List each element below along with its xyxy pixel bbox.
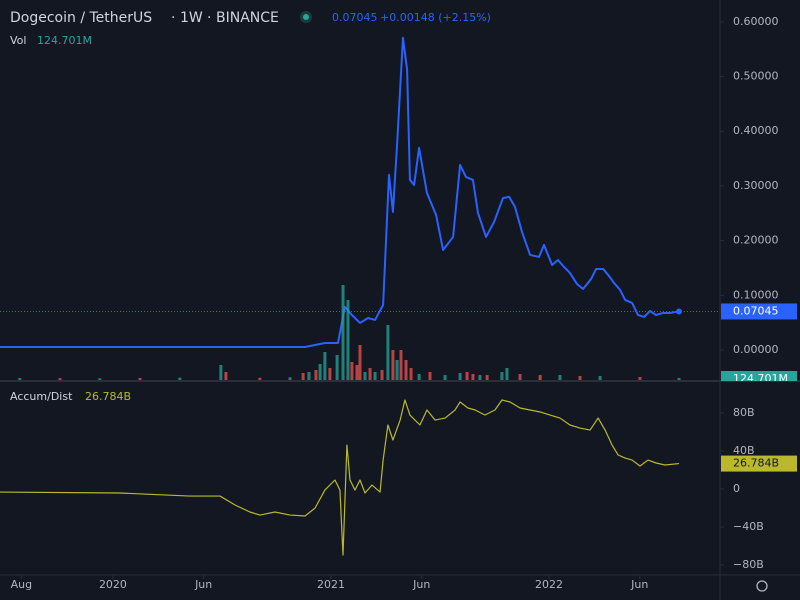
volume-bar [505,368,509,380]
volume-bar [443,375,447,380]
volume-bar [465,372,469,380]
volume-tag-label: 124.701M [733,372,788,385]
x-tick-label: 2022 [535,578,563,591]
volume-bar [363,372,367,380]
volume-bar [219,365,223,380]
volume-bar [350,362,354,380]
y-tick-label: 0.20000 [733,234,779,247]
volume-bar [395,360,399,380]
volume-bar [638,377,642,380]
x-tick-label: Aug [11,578,32,591]
x-tick-label: 2021 [317,578,345,591]
exchange: BINANCE [216,10,279,26]
gear-icon[interactable] [756,580,768,592]
volume-tag [721,371,797,381]
volume-bar [399,350,403,380]
y-tick-label: 0.60000 [733,15,779,28]
volume-bar [341,285,345,380]
volume-bar [373,372,377,380]
volume-bar [391,350,395,380]
volume-title: Vol [10,34,26,47]
y-tick-label: 80B [733,406,755,419]
indicator-tag-label: 26.784B [733,457,779,470]
volume-bar [346,300,350,380]
volume-bar [500,372,504,380]
volume-bar [288,377,292,380]
volume-bar [404,360,408,380]
volume-bar [578,376,582,380]
volume-bar [318,364,322,380]
separator: · [207,10,211,26]
volume-bar [335,355,339,380]
volume-bar [307,372,311,380]
volume-bar [558,375,562,380]
volume-bar [538,375,542,380]
interval: 1W [180,10,203,26]
y-tick-label: 0 [733,482,740,495]
y-tick-label: 0.10000 [733,288,779,301]
volume-bar [417,374,421,380]
y-tick-label: −40B [733,520,764,533]
volume-bar [485,375,489,380]
last-price-dot [676,308,683,315]
volume-bar [18,378,22,380]
y-tick-label: 0.50000 [733,70,779,83]
volume-bar [458,373,462,380]
symbol-title: Dogecoin / TetherUS [10,10,152,26]
y-tick-label: 0.40000 [733,124,779,137]
volume-bar [328,368,332,380]
price-tag-label: 0.07045 [733,304,779,317]
volume-bar [58,378,62,380]
volume-bar [368,368,372,380]
y-tick-label: −80B [733,558,764,571]
y-tick-label: 0.30000 [733,179,779,192]
volume-bar [301,373,305,380]
x-tick-label: 2020 [99,578,127,591]
volume-bar [598,376,602,380]
market-status [303,14,309,20]
volume-bar [258,377,262,380]
indicator-line [0,399,680,556]
volume-bar [323,352,327,380]
separator: · [171,10,175,26]
volume-bar [380,370,384,380]
header-change: +0.00148 (+2.15%) [380,11,491,24]
volume-bar [478,375,482,380]
indicator-tag [721,455,797,472]
volume-bar [518,374,522,380]
header-price: 0.07045 [332,11,378,24]
volume-bar [178,377,182,380]
volume-bar [355,365,359,380]
volume-bar [138,377,142,380]
volume-bar [677,378,681,380]
indicator-title: Accum/Dist [10,390,73,403]
volume-bar [98,378,102,380]
volume-bar [358,345,362,380]
price-tag [721,303,797,320]
volume-value: 124.701M [37,34,92,47]
y-tick-label: 40B [733,444,755,457]
volume-bar [428,372,432,380]
volume-bar [471,374,475,380]
x-tick-label: Jun [630,578,648,591]
volume-bar [314,370,318,380]
settings-button[interactable] [756,580,768,592]
volume-bar [409,368,413,380]
y-tick-label: 0.00000 [733,343,779,356]
x-tick-label: Jun [412,578,430,591]
volume-bar [224,372,228,380]
price-line [0,36,680,348]
x-tick-label: Jun [194,578,212,591]
indicator-value: 26.784B [85,390,131,403]
volume-bar [386,325,390,380]
